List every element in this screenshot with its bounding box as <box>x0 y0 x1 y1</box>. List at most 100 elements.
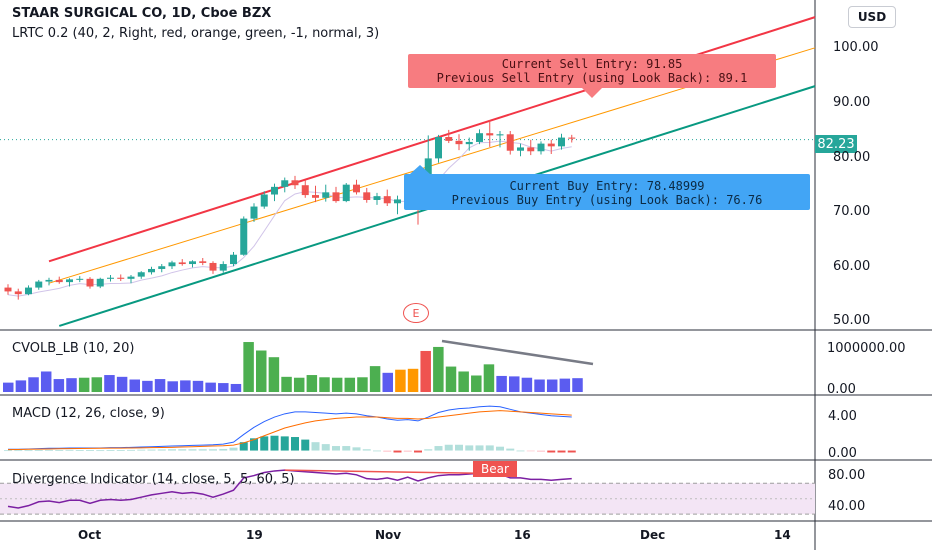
volume-bar <box>458 371 469 392</box>
volume-bar <box>256 350 267 392</box>
candle-body <box>383 196 391 204</box>
macd-histogram-bar <box>424 449 433 451</box>
candle-body <box>209 262 217 271</box>
candle-body <box>435 137 442 159</box>
candle-body <box>230 254 237 265</box>
macd-histogram-bar <box>127 449 135 451</box>
candle-body <box>301 185 309 196</box>
macd-histogram-bar <box>291 437 299 451</box>
volume-bar <box>230 383 242 392</box>
price-axis-label: 60.00 <box>833 259 871 274</box>
volume-bar <box>28 377 39 392</box>
volume-bar <box>357 377 368 392</box>
time-axis-label: 19 <box>246 528 263 542</box>
candle-body <box>76 278 84 280</box>
candle-body <box>547 143 555 147</box>
macd-histogram-bar <box>260 436 269 451</box>
candle-body <box>189 261 196 265</box>
time-axis-label: Nov <box>375 528 402 542</box>
candle-body <box>117 277 125 279</box>
macd-histogram-bar <box>229 447 238 451</box>
macd-histogram-bar <box>332 446 340 451</box>
indicator-label[interactable]: LRTC 0.2 (40, 2, Right, red, orange, gre… <box>12 26 380 41</box>
volume-bar <box>243 342 254 392</box>
volume-bar <box>534 379 545 392</box>
volume-bar <box>445 366 457 392</box>
candle-body <box>568 137 576 139</box>
candle-body <box>35 281 43 288</box>
macd-histogram-bar <box>147 449 156 451</box>
macd-histogram-bar <box>383 450 392 452</box>
macd-histogram-bar <box>14 450 23 452</box>
macd-axis-label: 4.00 <box>828 409 857 424</box>
candle-body <box>445 137 453 141</box>
divergence-pane-label[interactable]: Divergence Indicator (14, close, 5, 5, 6… <box>12 472 295 487</box>
macd-histogram-bar <box>250 438 258 451</box>
sell-entry-previous: Previous Sell Entry (using Look Back): 8… <box>436 71 748 85</box>
volume-bar <box>344 377 356 392</box>
macd-axis-label: 0.00 <box>828 446 857 461</box>
currency-button[interactable]: USD <box>848 6 896 28</box>
volume-bar <box>167 381 178 392</box>
candle-body <box>486 133 494 136</box>
macd-histogram-bar <box>352 447 361 451</box>
candle-body <box>455 140 463 145</box>
candle-body <box>240 218 248 255</box>
earnings-badge[interactable]: E <box>403 303 429 323</box>
candle-body <box>363 192 371 200</box>
bear-divergence-line <box>284 469 480 475</box>
candle-body <box>66 279 73 283</box>
macd-histogram-bar <box>465 445 474 451</box>
volume-bar <box>53 379 65 392</box>
macd-histogram-bar <box>270 435 279 451</box>
candle-body <box>496 134 504 136</box>
volume-pane-label[interactable]: CVOLB_LB (10, 20) <box>12 341 135 356</box>
volume-bar <box>142 380 153 392</box>
candle-body <box>465 141 473 145</box>
macd-histogram-bar <box>45 449 53 451</box>
volume-bar <box>559 378 571 392</box>
time-axis-label: 16 <box>514 528 531 542</box>
macd-histogram-bar <box>301 439 310 451</box>
macd-histogram-bar <box>485 445 494 451</box>
macd-histogram-bar <box>506 448 515 451</box>
divergence-axis-label: 80.00 <box>828 468 866 483</box>
macd-histogram-bar <box>516 450 525 452</box>
candle-body <box>537 143 545 152</box>
volume-bar <box>268 357 280 392</box>
volume-bar <box>483 364 495 392</box>
macd-histogram-bar <box>547 450 556 453</box>
volume-bar <box>281 376 292 392</box>
candle-body <box>14 291 22 295</box>
candle-body <box>506 134 514 151</box>
candle-body <box>312 195 319 198</box>
macd-histogram-bar <box>75 450 84 451</box>
volume-bar <box>15 380 27 392</box>
candle-body <box>55 279 63 283</box>
candle-body <box>96 278 104 287</box>
macd-histogram-bar <box>434 446 443 451</box>
macd-histogram-bar <box>239 442 248 451</box>
symbol-title: STAAR SURGICAL CO, 1D, Cboe BZX <box>12 6 272 21</box>
price-axis-label: 70.00 <box>833 204 871 219</box>
candle-body <box>342 184 350 202</box>
macd-pane-label[interactable]: MACD (12, 26, close, 9) <box>12 406 165 421</box>
volume-axis-label: 1000000.00 <box>827 341 906 356</box>
macd-histogram-bar <box>209 449 217 451</box>
candle-body <box>271 186 278 195</box>
macd-histogram-bar <box>537 450 545 452</box>
buy-entry-current: Current Buy Entry: 78.48999 <box>509 179 705 193</box>
volume-bar <box>3 382 14 392</box>
macd-histogram-bar <box>414 450 422 453</box>
volume-bar <box>420 350 431 392</box>
divergence-axis-label: 40.00 <box>828 499 866 514</box>
volume-bar <box>521 377 533 392</box>
macd-histogram-bar <box>168 449 176 451</box>
macd-histogram-bar <box>157 449 166 451</box>
time-axis-label: Oct <box>78 528 102 542</box>
candle-body <box>219 264 227 271</box>
candle-body <box>168 262 176 267</box>
macd-histogram-bar <box>116 450 125 451</box>
macd-histogram-bar <box>373 450 381 452</box>
